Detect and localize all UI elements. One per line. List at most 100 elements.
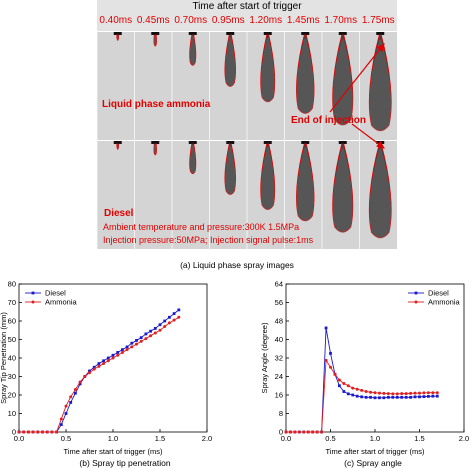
data-point	[404, 395, 408, 399]
data-point	[351, 393, 355, 397]
spray-plume-shade	[153, 144, 157, 155]
data-point	[377, 391, 381, 395]
spray-plume	[296, 143, 315, 222]
y-tick-label: 64	[275, 280, 283, 289]
data-point	[88, 369, 91, 373]
data-point	[130, 345, 134, 349]
x-tick-label: 1.0	[370, 434, 380, 443]
data-point	[400, 392, 404, 396]
spray-angle-chart: 0.0 0.5 1.0 1.5 2.0 0 8 16 24 32 40 48 56 64 Time afte…	[260, 280, 469, 457]
caption-a: (a) Liquid phase spray images	[180, 260, 294, 270]
data-point	[364, 395, 368, 399]
data-point	[111, 356, 115, 360]
y-tick-label: 10	[8, 409, 16, 418]
data-point	[163, 319, 167, 323]
time-label: 0.70ms	[174, 15, 208, 26]
data-point	[329, 365, 332, 369]
nozzle-tip	[188, 141, 197, 144]
data-point	[329, 351, 332, 355]
legend-label: Ammonia	[428, 298, 461, 307]
data-point	[382, 391, 386, 395]
data-point	[409, 395, 412, 399]
spray-plume-shade	[369, 148, 392, 239]
ammonia-strip	[97, 32, 397, 140]
diesel-strip	[97, 141, 397, 249]
y-axis-label: Spray Angle (degree)	[260, 322, 269, 393]
spray-plume-shade	[296, 147, 315, 222]
data-point	[139, 336, 143, 340]
data-point	[386, 395, 390, 399]
spray-plume	[332, 143, 354, 233]
data-point	[337, 378, 341, 382]
data-point	[88, 371, 91, 375]
y-tick-label: 16	[275, 391, 283, 400]
legend-label: Diesel	[45, 289, 66, 298]
y-tick-label: 30	[8, 372, 16, 381]
data-point	[106, 356, 110, 360]
y-tick-label: 60	[8, 317, 16, 326]
data-point	[26, 430, 30, 434]
data-point	[378, 396, 381, 400]
data-point	[116, 353, 120, 357]
nozzle-tip	[113, 141, 122, 144]
spray-plume-shade	[332, 39, 353, 126]
data-point	[22, 430, 26, 434]
data-point	[41, 430, 44, 434]
data-point	[135, 339, 138, 342]
spray-plume	[368, 143, 392, 239]
data-point	[360, 395, 364, 399]
nozzle-tip	[338, 32, 347, 35]
spray-plume	[153, 34, 158, 47]
data-point	[346, 384, 350, 388]
data-point	[130, 341, 134, 345]
data-point	[418, 391, 421, 395]
y-tick-label: 0	[12, 428, 16, 437]
x-tick-label: 0.5	[325, 434, 335, 443]
data-point	[144, 332, 148, 336]
x-tick-label: 2.0	[202, 434, 212, 443]
data-point	[391, 392, 395, 396]
y-tick-label: 40	[8, 354, 16, 363]
data-point	[59, 417, 63, 421]
legend-marker	[31, 291, 35, 295]
time-label: 0.40ms	[99, 15, 133, 26]
conditions-line-1: Ambient temperature and pressure:300K 1.…	[103, 222, 300, 232]
data-point	[144, 337, 148, 341]
data-point	[167, 321, 171, 325]
data-point	[158, 328, 162, 332]
spray-plume-shade	[153, 35, 157, 47]
data-point	[413, 395, 417, 399]
nozzle-tip	[188, 32, 197, 35]
data-point	[106, 359, 110, 363]
caption-c: (c) Spray angle	[344, 458, 402, 468]
x-tick-label: 0.0	[14, 434, 24, 443]
data-point	[395, 392, 399, 396]
banner-title: Time after start of trigger	[192, 1, 302, 12]
data-point	[78, 380, 82, 384]
spray-plume-shade	[224, 37, 236, 87]
y-tick-label: 70	[8, 298, 16, 307]
spray-plume	[189, 34, 197, 66]
data-point	[149, 334, 153, 338]
data-point	[382, 396, 386, 400]
data-point	[435, 391, 439, 395]
data-point	[92, 367, 96, 371]
data-point	[74, 391, 77, 395]
nozzle-tip	[226, 141, 235, 144]
spray-plume	[224, 34, 236, 87]
data-point	[342, 390, 346, 393]
conditions-line-2: Injection pressure:50MPa; Injection sign…	[103, 235, 314, 245]
spray-plume	[189, 143, 197, 175]
data-point	[431, 394, 435, 398]
ammonia-label: Liquid phase ammonia	[102, 99, 211, 110]
data-point	[64, 412, 68, 415]
nozzle-tip	[263, 141, 272, 144]
data-point	[409, 391, 413, 395]
data-point	[116, 351, 120, 354]
legend-marker	[414, 291, 418, 295]
data-point	[333, 372, 337, 376]
y-tick-label: 8	[279, 409, 283, 418]
nozzle-tip	[113, 32, 122, 35]
spray-plume	[116, 34, 120, 41]
x-tick-label: 2.0	[459, 434, 469, 443]
